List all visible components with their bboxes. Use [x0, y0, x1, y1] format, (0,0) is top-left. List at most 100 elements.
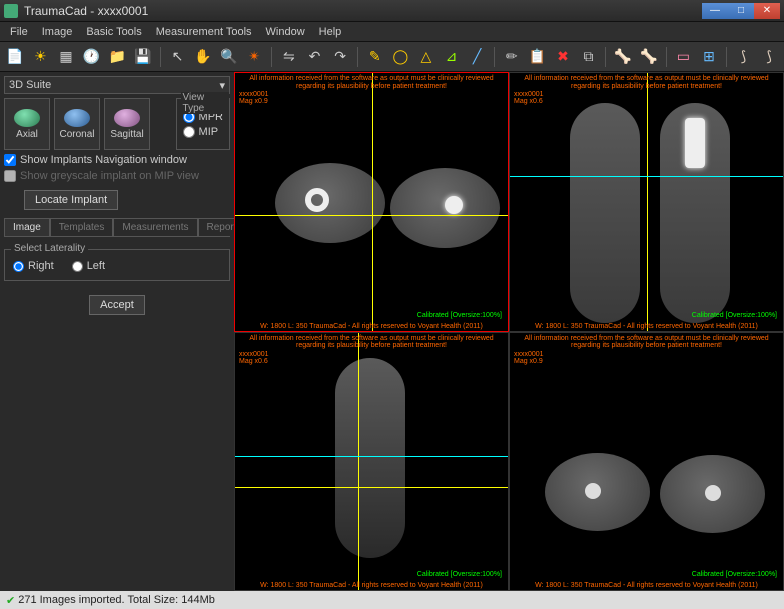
minimize-button[interactable]: —: [702, 3, 728, 19]
tab-templates[interactable]: Templates: [50, 218, 114, 236]
radio-left[interactable]: [72, 261, 83, 272]
bone1-icon[interactable]: 🦴: [612, 46, 634, 68]
arrow-icon[interactable]: ↖: [167, 46, 189, 68]
menu-file[interactable]: File: [4, 24, 34, 40]
folder-icon[interactable]: 📁: [106, 46, 128, 68]
flip-icon[interactable]: ⇋: [278, 46, 300, 68]
grid-icon[interactable]: ▦: [55, 46, 77, 68]
menu-help[interactable]: Help: [313, 24, 348, 40]
coronal-icon: [64, 109, 90, 127]
menu-image[interactable]: Image: [36, 24, 79, 40]
circ-icon[interactable]: ◯: [389, 46, 411, 68]
tool1-icon[interactable]: ⟆: [733, 46, 755, 68]
time-icon[interactable]: 🕐: [81, 46, 103, 68]
overlay-foot: W: 1800 L: 350 TraumaCad - All rights re…: [514, 582, 779, 589]
menu-measurement[interactable]: Measurement Tools: [150, 24, 258, 40]
view-axial[interactable]: Axial: [4, 98, 50, 150]
views-grid: All information received from the softwa…: [234, 72, 784, 591]
copy-icon[interactable]: ⧉: [578, 46, 600, 68]
overlay-id: xxxx0001Mag x0.6: [239, 351, 269, 365]
overlay-cal: Calibrated [Oversize:100%]: [692, 312, 777, 319]
pane-coronal[interactable]: All information received from the softwa…: [509, 72, 784, 332]
toolbar: 📄 ☀ ▦ 🕐 📁 💾 ↖ ✋ 🔍 ✴ ⇋ ↶ ↷ ✎ ◯ △ ⊿ ╱ ✏ 📋 …: [0, 42, 784, 72]
view-coronal[interactable]: Coronal: [54, 98, 100, 150]
new-icon[interactable]: 📄: [4, 46, 26, 68]
overlay-warn: All information received from the softwa…: [239, 75, 504, 90]
separator: [494, 47, 495, 67]
zoom-icon[interactable]: 🔍: [218, 46, 240, 68]
pane-sagittal[interactable]: All information received from the softwa…: [234, 332, 509, 592]
separator: [357, 47, 358, 67]
overlay-foot: W: 1800 L: 350 TraumaCad - All rights re…: [239, 582, 504, 589]
window-title: TraumaCad - xxxx0001: [24, 4, 702, 18]
overlay-warn: All information received from the softwa…: [239, 335, 504, 350]
overlay-id: xxxx0001Mag x0.9: [239, 91, 269, 105]
laterality-legend: Select Laterality: [11, 243, 88, 254]
sun-icon[interactable]: ☀: [30, 46, 52, 68]
sagittal-icon: [114, 109, 140, 127]
pen-icon[interactable]: ✏: [501, 46, 523, 68]
crosshair-h[interactable]: [510, 176, 783, 177]
viewtype-legend: View Type: [181, 92, 229, 114]
crosshair-cyan[interactable]: [235, 456, 508, 457]
overlay-foot: W: 1800 L: 350 TraumaCad - All rights re…: [239, 323, 504, 330]
axial-label: Axial: [16, 129, 38, 140]
save-icon[interactable]: 💾: [132, 46, 154, 68]
x-icon[interactable]: ✖: [552, 46, 574, 68]
pencil-icon[interactable]: ✎: [364, 46, 386, 68]
hand-icon[interactable]: ✋: [192, 46, 214, 68]
tool2-icon[interactable]: ⟆: [758, 46, 780, 68]
check-icon: ✔: [6, 594, 15, 607]
crosshair-h[interactable]: [235, 215, 508, 216]
radio-mip[interactable]: [183, 126, 195, 138]
overlay-cal: Calibrated [Oversize:100%]: [417, 571, 502, 578]
overlay-id: xxxx0001Mag x0.9: [514, 351, 544, 365]
chk-grey: [4, 170, 16, 182]
overlay-cal: Calibrated [Oversize:100%]: [417, 312, 502, 319]
accept-button[interactable]: Accept: [89, 295, 145, 315]
locate-implant-button[interactable]: Locate Implant: [24, 190, 118, 210]
scan-image: [510, 333, 783, 591]
app-icon: [4, 4, 18, 18]
menu-window[interactable]: Window: [260, 24, 311, 40]
maximize-button[interactable]: □: [728, 3, 754, 19]
pane-axial[interactable]: All information received from the softwa…: [234, 72, 509, 332]
spark-icon[interactable]: ✴: [243, 46, 265, 68]
bone2-icon[interactable]: 🦴: [638, 46, 660, 68]
box-icon[interactable]: ▭: [673, 46, 695, 68]
crosshair-v[interactable]: [372, 73, 373, 331]
crosshair-yellow[interactable]: [235, 487, 508, 488]
tri-icon[interactable]: △: [415, 46, 437, 68]
overlay-cal: Calibrated [Oversize:100%]: [692, 571, 777, 578]
ruler-icon[interactable]: ╱: [466, 46, 488, 68]
separator: [666, 47, 667, 67]
chk-nav[interactable]: [4, 154, 16, 166]
separator: [160, 47, 161, 67]
angle-icon[interactable]: ⊿: [441, 46, 463, 68]
separator: [605, 47, 606, 67]
pane-4[interactable]: All information received from the softwa…: [509, 332, 784, 592]
suite-label: 3D Suite: [9, 79, 51, 91]
menu-basic[interactable]: Basic Tools: [80, 24, 147, 40]
note-icon[interactable]: 📋: [527, 46, 549, 68]
radio-right[interactable]: [13, 261, 24, 272]
rotr-icon[interactable]: ↷: [329, 46, 351, 68]
crosshair-v[interactable]: [647, 73, 648, 331]
quad-icon[interactable]: ⊞: [698, 46, 720, 68]
view-sagittal[interactable]: Sagittal: [104, 98, 150, 150]
rotl-icon[interactable]: ↶: [304, 46, 326, 68]
coronal-label: Coronal: [59, 129, 94, 140]
separator: [271, 47, 272, 67]
tab-image[interactable]: Image: [4, 218, 50, 236]
tab-measurements[interactable]: Measurements: [113, 218, 197, 236]
sagittal-label: Sagittal: [110, 129, 143, 140]
menubar: File Image Basic Tools Measurement Tools…: [0, 22, 784, 42]
status-text: 271 Images imported. Total Size: 144Mb: [18, 594, 215, 606]
scan-image: [235, 333, 508, 591]
close-button[interactable]: ✕: [754, 3, 780, 19]
viewtype-box: View Type MPR MIP: [176, 98, 230, 150]
separator: [726, 47, 727, 67]
statusbar: ✔ 271 Images imported. Total Size: 144Mb: [0, 591, 784, 609]
crosshair-v[interactable]: [358, 333, 359, 591]
chevron-down-icon: ▾: [219, 79, 225, 92]
